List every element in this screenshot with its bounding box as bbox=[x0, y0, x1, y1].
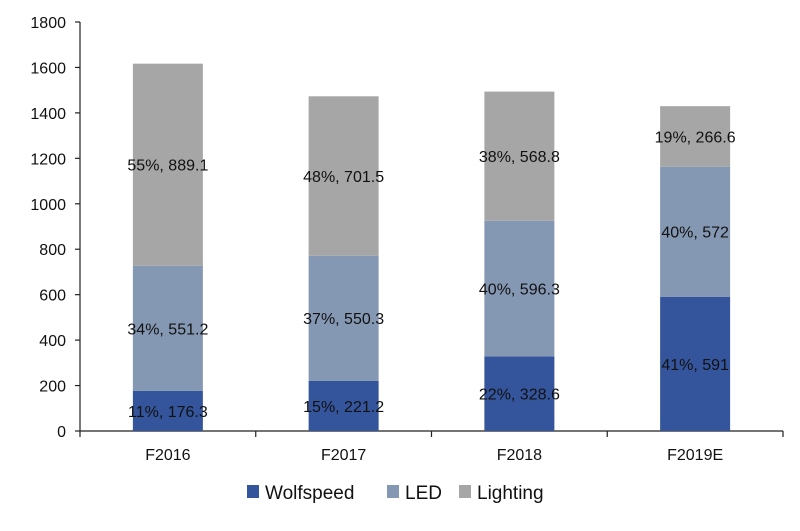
y-tick-label: 400 bbox=[39, 333, 66, 350]
bar-wolfspeed-f2018 bbox=[484, 356, 555, 431]
bar-led-f2016 bbox=[132, 265, 203, 391]
y-tick-label: 1200 bbox=[30, 151, 66, 168]
y-tick-label: 200 bbox=[39, 379, 66, 396]
y-tick-label: 600 bbox=[39, 288, 66, 305]
bar-led-f2019e bbox=[660, 166, 731, 297]
bar-lighting-f2016 bbox=[132, 63, 203, 266]
x-tick-label: F2019E bbox=[667, 447, 723, 464]
y-tick-label: 1800 bbox=[30, 15, 66, 32]
x-tick-label: F2016 bbox=[145, 447, 190, 464]
bar-lighting-f2018 bbox=[484, 91, 555, 221]
legend-swatch-lighting bbox=[459, 485, 471, 498]
data-label: 40%, 572 bbox=[661, 225, 729, 242]
data-label: 11%, 176.3 bbox=[128, 404, 208, 421]
bar-wolfspeed-f2016 bbox=[132, 390, 203, 431]
bar-lighting-f2017 bbox=[308, 96, 379, 256]
legend-swatch-wolfspeed bbox=[247, 485, 259, 498]
data-label: 48%, 701.5 bbox=[303, 169, 384, 186]
y-tick-label: 1400 bbox=[30, 106, 66, 123]
data-label: 34%, 551.2 bbox=[127, 321, 208, 338]
legend-swatch-led bbox=[387, 485, 399, 498]
bar-wolfspeed-f2019e bbox=[660, 296, 731, 431]
data-label: 19%, 266.6 bbox=[655, 129, 736, 146]
bar-wolfspeed-f2017 bbox=[308, 380, 379, 431]
data-label: 37%, 550.3 bbox=[303, 311, 384, 328]
legend-label-wolfspeed: Wolfspeed bbox=[265, 483, 354, 504]
data-label: 15%, 221.2 bbox=[303, 399, 384, 416]
y-tick-label: 800 bbox=[39, 242, 66, 259]
data-label: 22%, 328.6 bbox=[479, 387, 560, 404]
legend-label-lighting: Lighting bbox=[477, 483, 544, 504]
bar-led-f2018 bbox=[484, 220, 555, 357]
legend-label-led: LED bbox=[405, 483, 442, 504]
data-label: 38%, 568.8 bbox=[479, 149, 560, 166]
y-tick-label: 0 bbox=[57, 424, 66, 441]
bar-lighting-f2019e bbox=[660, 106, 731, 167]
x-tick-label: F2018 bbox=[497, 447, 542, 464]
x-tick-label: F2017 bbox=[321, 447, 366, 464]
bar-led-f2017 bbox=[308, 255, 379, 381]
y-tick-label: 1000 bbox=[30, 197, 66, 214]
data-label: 55%, 889.1 bbox=[127, 158, 208, 175]
data-label: 41%, 591 bbox=[661, 357, 729, 374]
y-tick-label: 1600 bbox=[30, 60, 66, 77]
data-label: 40%, 596.3 bbox=[479, 282, 560, 299]
